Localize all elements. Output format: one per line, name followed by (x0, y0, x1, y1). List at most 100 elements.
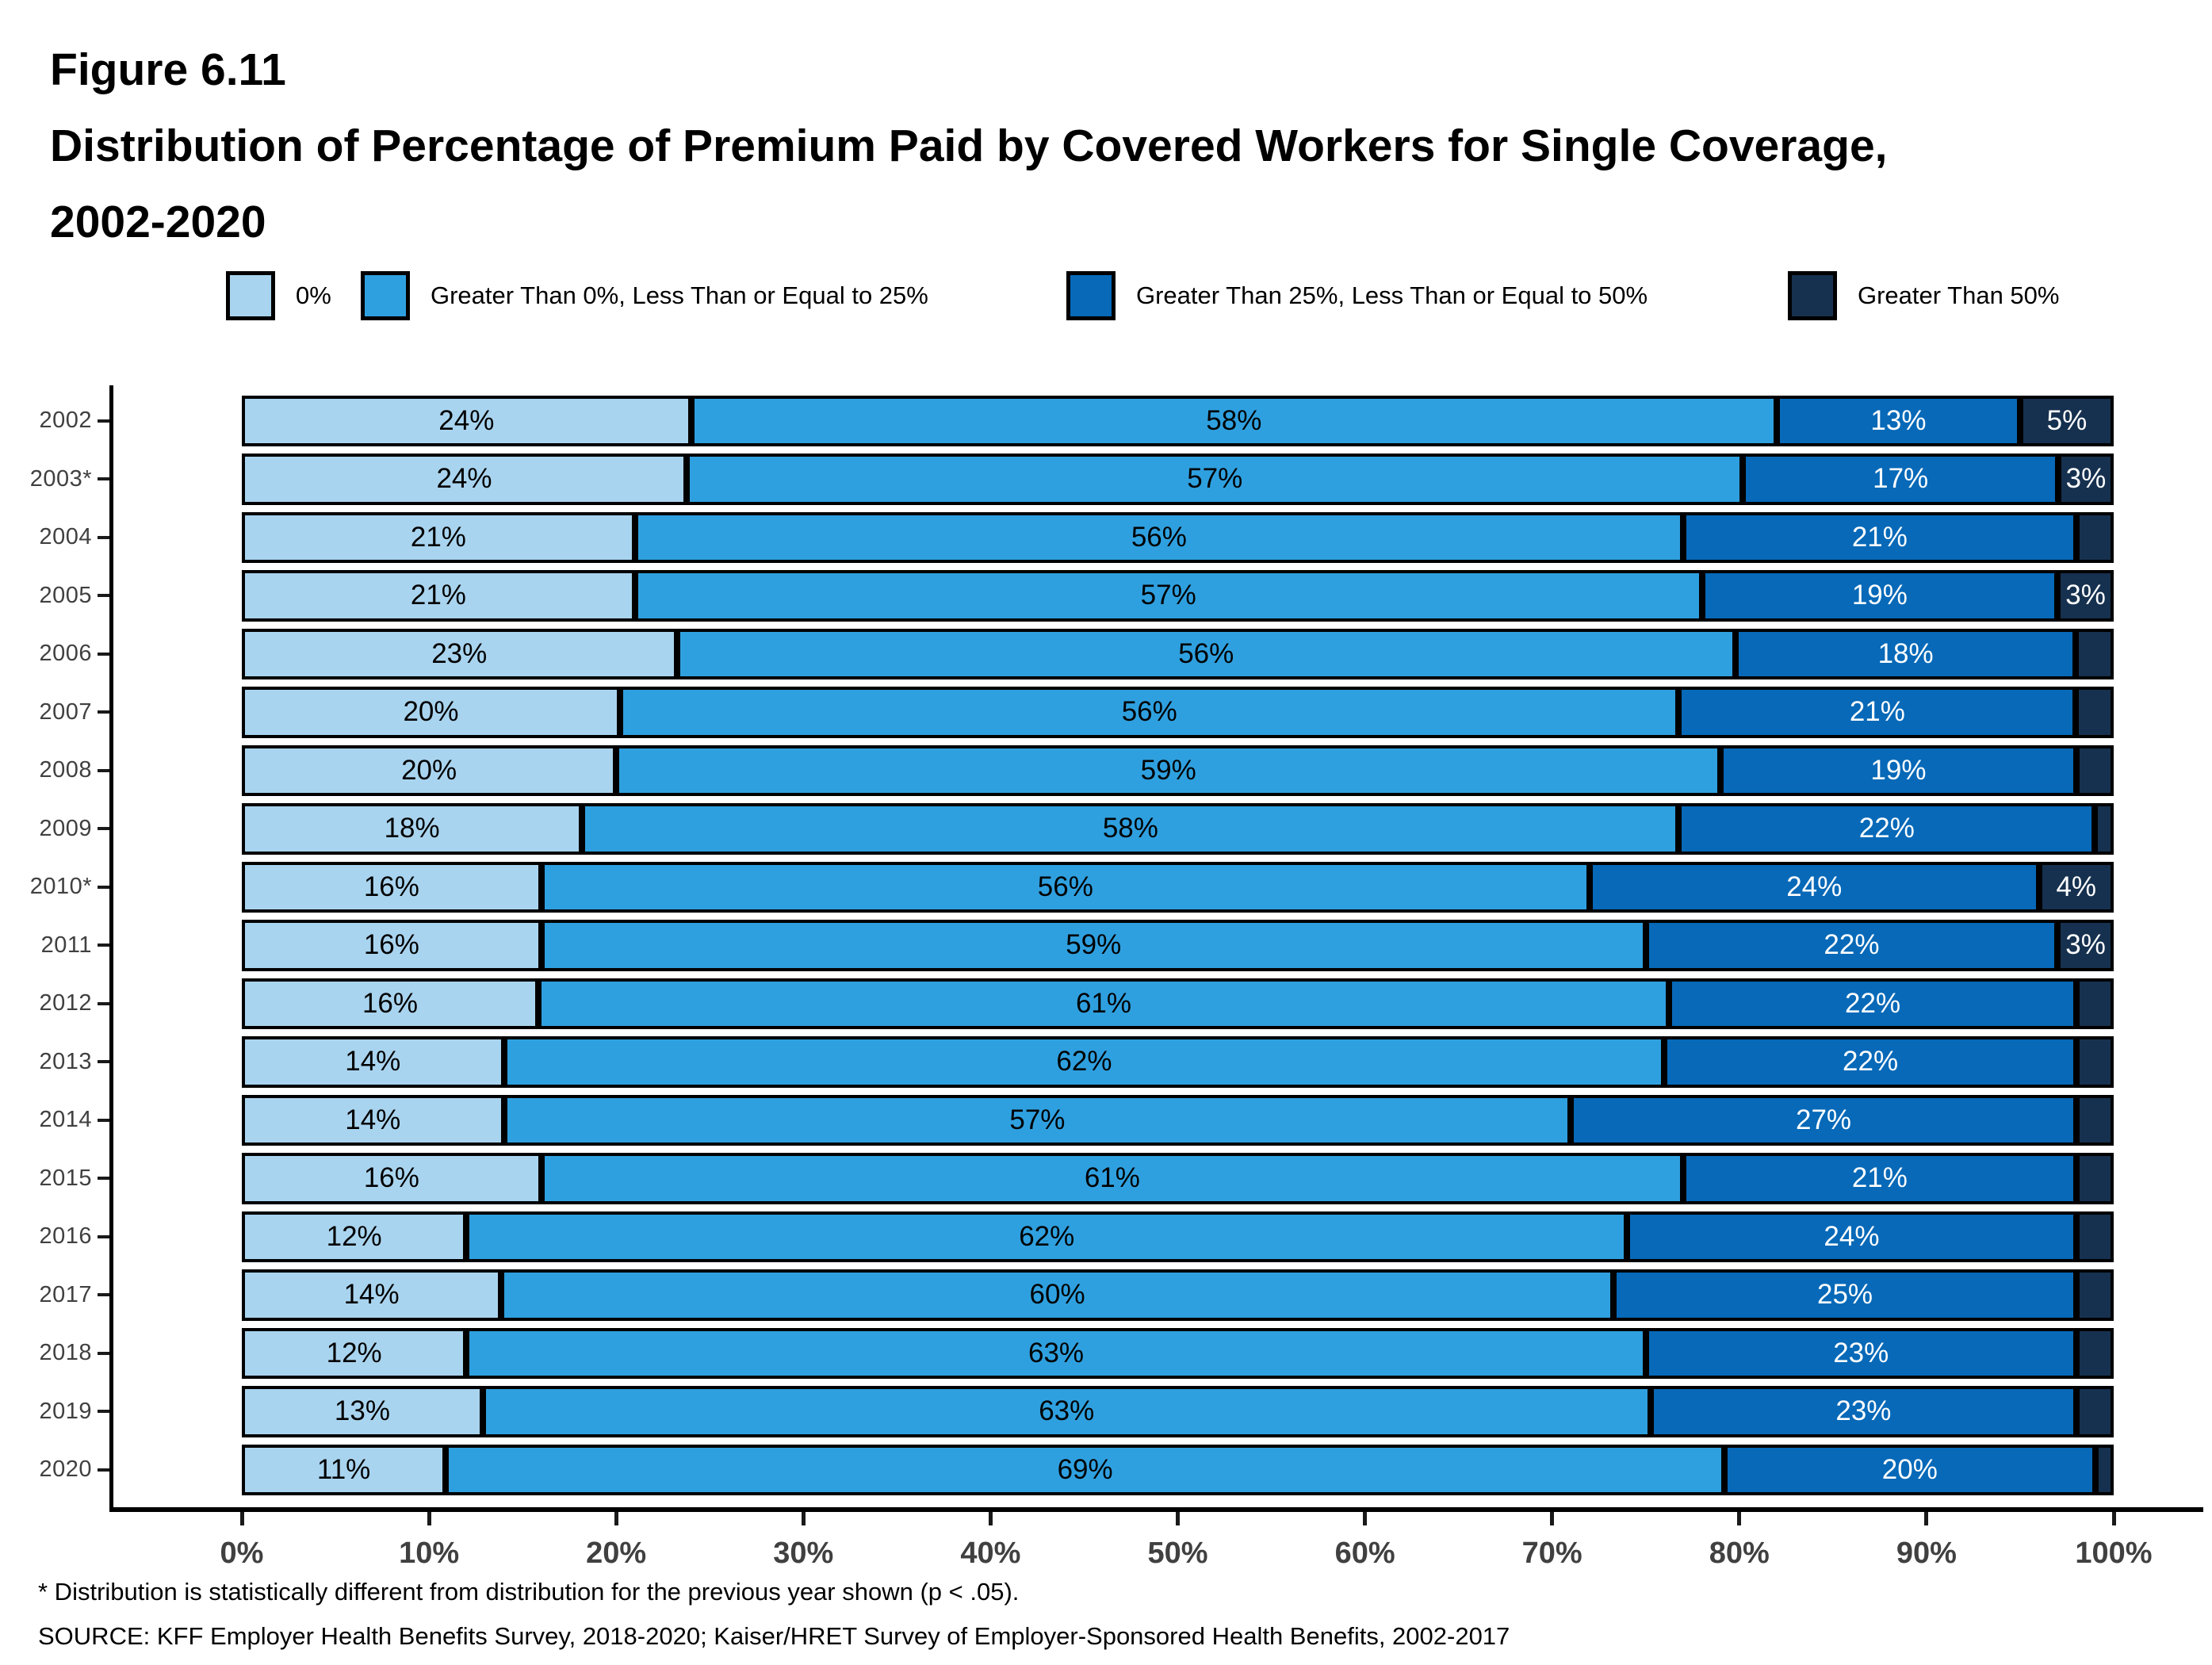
legend-swatch (1788, 271, 1837, 320)
x-tick-label: 30% (773, 1537, 834, 1570)
bar-segment: 62% (466, 1211, 1628, 1262)
y-axis-line (109, 385, 113, 1512)
bar-row: 2010* 16% 56% 24% 4% (0, 858, 2212, 917)
bar-row: 2012 16% 61% 22% (0, 974, 2212, 1033)
y-tick (98, 768, 109, 772)
stacked-bar: 20% 59% 19% (242, 744, 2114, 796)
bar-segment: 3% (2057, 920, 2114, 971)
x-tick (1363, 1512, 1368, 1525)
bar-row: 2018 12% 63% 23% (0, 1324, 2212, 1383)
stacked-bar: 18% 58% 22% (242, 803, 2114, 855)
year-label: 2008 (39, 757, 92, 783)
year-label: 2014 (39, 1107, 92, 1133)
bar-segment: 60% (501, 1269, 1613, 1321)
bar-segment (2095, 1444, 2114, 1495)
bar-segment: 23% (1650, 1386, 2077, 1437)
bar-segment: 23% (1645, 1327, 2076, 1379)
bar-segment: 63% (482, 1386, 1651, 1437)
bar-segment: 56% (541, 861, 1590, 913)
y-tick (98, 1410, 109, 1414)
stacked-bar: 12% 63% 23% (242, 1327, 2114, 1379)
year-label: 2016 (39, 1223, 92, 1250)
y-tick (98, 1293, 109, 1297)
x-tick-label: 70% (1521, 1537, 1582, 1570)
year-label: 2020 (39, 1456, 92, 1483)
bar-row: 2013 14% 62% 22% (0, 1033, 2212, 1092)
stacked-bar: 16% 56% 24% 4% (242, 861, 2114, 913)
bar-segment (2076, 1153, 2114, 1204)
year-label: 2011 (40, 932, 92, 958)
bar-segment: 3% (2057, 570, 2114, 622)
stacked-bar: 14% 62% 22% (242, 1036, 2114, 1088)
bar-segment: 22% (1645, 920, 2058, 971)
bar-segment: 25% (1613, 1269, 2077, 1321)
bar-segment: 13% (242, 1386, 483, 1437)
bar-row: 2009 18% 58% 22% (0, 800, 2212, 859)
x-tick (988, 1512, 993, 1525)
year-label: 2015 (39, 1165, 92, 1191)
stacked-bar: 16% 59% 22% 3% (242, 920, 2114, 971)
x-tick (1737, 1512, 1742, 1525)
x-tick (801, 1512, 806, 1525)
year-label: 2010* (29, 874, 92, 900)
year-label: 2013 (39, 1048, 92, 1074)
x-tick-label: 50% (1147, 1537, 1208, 1570)
figure-number: Figure 6.11 (50, 44, 286, 95)
bar-row: 2020 11% 69% 20% (0, 1441, 2212, 1499)
bar-row: 2004 21% 56% 21% (0, 508, 2212, 567)
bar-segment (2076, 978, 2114, 1029)
bar-segment: 13% (1777, 395, 2020, 446)
x-tick (614, 1512, 618, 1525)
bar-segment (2076, 1386, 2114, 1437)
footnote-asterisk: * Distribution is statistically differen… (38, 1578, 1020, 1606)
x-tick (1550, 1512, 1555, 1525)
bar-segment (2076, 1211, 2114, 1262)
bar-segment: 63% (466, 1327, 1646, 1379)
stacked-bar: 16% 61% 22% (242, 978, 2114, 1029)
bar-segment: 19% (1720, 744, 2076, 796)
x-tick-label: 80% (1709, 1537, 1770, 1570)
bar-segment: 4% (2038, 861, 2114, 913)
bar-segment: 14% (242, 1269, 502, 1321)
bar-segment: 24% (242, 454, 687, 505)
bar-segment: 12% (242, 1327, 467, 1379)
bar-segment: 21% (1682, 511, 2076, 563)
bar-segment: 11% (242, 1444, 446, 1495)
year-label: 2007 (39, 699, 92, 725)
stacked-bar: 13% 63% 23% (242, 1386, 2114, 1437)
legend-label: 0% (296, 281, 331, 309)
stacked-bar: 16% 61% 21% (242, 1153, 2114, 1204)
bar-segment: 57% (634, 570, 1702, 622)
stacked-bar: 24% 57% 17% 3% (242, 454, 2114, 505)
bar-segment: 20% (242, 687, 620, 738)
y-tick (98, 944, 109, 947)
x-tick-label: 60% (1334, 1537, 1395, 1570)
bar-segment: 16% (242, 861, 542, 913)
bar-segment: 27% (1571, 1094, 2076, 1146)
bar-segment: 12% (242, 1211, 467, 1262)
y-tick (98, 885, 109, 889)
legend-swatch (1066, 271, 1116, 320)
bar-segment (2076, 1036, 2114, 1088)
year-label: 2003* (29, 465, 92, 492)
bar-segment: 14% (242, 1094, 504, 1146)
x-tick-label: 20% (586, 1537, 647, 1570)
title-block: Figure 6.11 Distribution of Percentage o… (50, 32, 1888, 260)
bar-segment: 24% (1627, 1211, 2076, 1262)
year-label: 2019 (39, 1398, 92, 1424)
bar-segment: 16% (242, 978, 539, 1029)
bar-segment: 22% (1678, 803, 2095, 855)
bar-segment (2095, 803, 2114, 855)
y-tick (98, 1177, 109, 1181)
year-label: 2012 (39, 990, 92, 1016)
bar-row: 2015 16% 61% 21% (0, 1150, 2212, 1208)
bar-segment: 59% (616, 744, 1721, 796)
bar-segment: 58% (691, 395, 1777, 446)
stacked-bar: 14% 60% 25% (242, 1269, 2114, 1321)
x-tick (1176, 1512, 1180, 1525)
bar-segment: 56% (634, 511, 1683, 563)
legend-swatch (226, 271, 275, 320)
bar-row: 2006 23% 56% 18% (0, 625, 2212, 683)
legend-label: Greater Than 50% (1858, 281, 2060, 309)
chart-title-line2: 2002-2020 (50, 197, 266, 247)
